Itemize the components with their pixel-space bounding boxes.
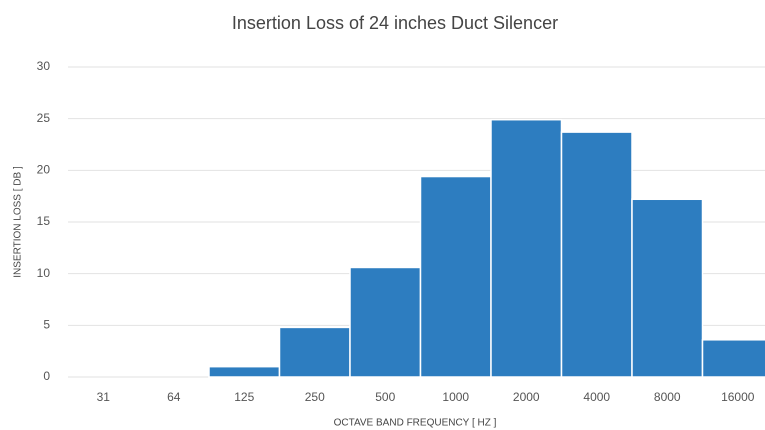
bar bbox=[490, 118, 563, 378]
y-tick-label: 20 bbox=[37, 163, 51, 177]
y-tick-label: 10 bbox=[37, 266, 51, 280]
bar bbox=[419, 175, 492, 378]
bar bbox=[278, 326, 351, 378]
chart-title: Insertion Loss of 24 inches Duct Silence… bbox=[232, 13, 558, 33]
x-tick-label: 500 bbox=[375, 390, 395, 404]
y-tick-label: 15 bbox=[37, 214, 51, 228]
x-tick-label: 4000 bbox=[583, 390, 610, 404]
x-tick-label: 31 bbox=[97, 390, 111, 404]
y-tick-label: 0 bbox=[43, 369, 50, 383]
y-axis-title: INSERTION LOSS [ DB ] bbox=[13, 166, 24, 278]
x-tick-label: 2000 bbox=[513, 390, 540, 404]
bar bbox=[349, 266, 422, 378]
y-tick-label: 30 bbox=[37, 59, 51, 73]
x-tick-label: 1000 bbox=[442, 390, 469, 404]
bar bbox=[560, 131, 633, 378]
y-tick-label: 5 bbox=[43, 318, 50, 332]
bar bbox=[208, 365, 281, 378]
x-tick-label: 16000 bbox=[721, 390, 755, 404]
bar bbox=[631, 198, 704, 378]
x-tick-label: 64 bbox=[167, 390, 181, 404]
bar bbox=[701, 339, 765, 378]
x-axis-title: OCTAVE BAND FREQUENCY [ HZ ] bbox=[334, 418, 497, 429]
x-tick-label: 8000 bbox=[654, 390, 681, 404]
x-tick-label: 125 bbox=[234, 390, 254, 404]
x-tick-label: 250 bbox=[305, 390, 325, 404]
y-tick-label: 25 bbox=[37, 111, 51, 125]
